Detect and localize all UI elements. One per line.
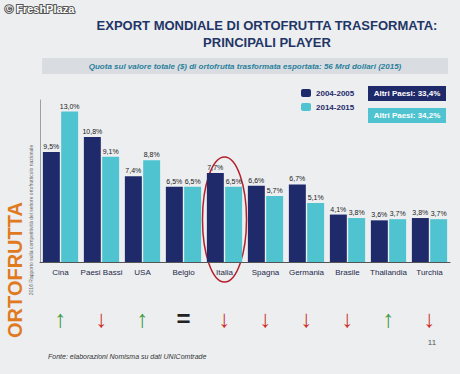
svg-text:Altri Paesi: 33,4%: Altri Paesi: 33,4% [374,89,441,98]
svg-text:2014-2015: 2014-2015 [316,103,355,112]
svg-text:4,1%: 4,1% [330,206,346,213]
svg-text:↑: ↑ [55,305,67,332]
svg-text:Spagna: Spagna [252,268,280,277]
svg-text:10,8%: 10,8% [82,128,102,135]
svg-text:3,6%: 3,6% [371,211,387,218]
svg-text:EXPORT MONDIALE DI ORTOFRUTTA: EXPORT MONDIALE DI ORTOFRUTTA TRASFORMAT… [97,18,438,33]
svg-text:↓: ↓ [301,305,313,332]
svg-text:=: = [176,305,190,332]
svg-text:9,1%: 9,1% [103,148,119,155]
svg-text:Turchia: Turchia [416,268,443,277]
svg-text:Brasile: Brasile [335,268,360,277]
svg-text:5,7%: 5,7% [267,187,283,194]
svg-text:Belgio: Belgio [172,268,195,277]
svg-text:↑: ↑ [137,305,149,332]
svg-text:7,4%: 7,4% [125,167,141,174]
svg-text:↑: ↑ [383,305,395,332]
svg-text:© FreshPlaza: © FreshPlaza [5,3,75,15]
svg-text:2004-2005: 2004-2005 [316,89,355,98]
svg-text:↓: ↓ [96,305,108,332]
svg-text:7,7%: 7,7% [207,164,223,171]
svg-text:Altri Paesi: 34,2%: Altri Paesi: 34,2% [374,111,441,120]
svg-text:3,8%: 3,8% [349,209,365,216]
svg-text:8,8%: 8,8% [144,151,160,158]
svg-text:6,7%: 6,7% [289,175,305,182]
svg-text:Thailandia: Thailandia [370,268,407,277]
svg-text:3,7%: 3,7% [431,210,447,217]
svg-text:6,5%: 6,5% [166,178,182,185]
svg-text:↓: ↓ [260,305,272,332]
svg-text:Germania: Germania [289,268,325,277]
svg-text:13,0%: 13,0% [60,103,80,110]
svg-text:Italia: Italia [216,268,233,277]
svg-text:9,5%: 9,5% [43,143,59,150]
svg-text:6,5%: 6,5% [226,178,242,185]
svg-text:5,1%: 5,1% [308,194,324,201]
svg-text:↓: ↓ [342,305,354,332]
svg-text:6,6%: 6,6% [248,177,264,184]
svg-text:ORTOFRUTTA: ORTOFRUTTA [4,202,26,338]
svg-text:11: 11 [428,338,437,347]
svg-text:6,5%: 6,5% [185,178,201,185]
svg-text:Fonte: elaborazioni Nomisma su: Fonte: elaborazioni Nomisma su dati UNIC… [48,353,206,360]
svg-text:3,8%: 3,8% [412,209,428,216]
svg-text:Quota sul valore totale ($) di: Quota sul valore totale ($) di ortofrutt… [89,62,402,71]
svg-text:Paesi Bassi: Paesi Bassi [81,268,123,277]
svg-text:↓: ↓ [219,305,231,332]
svg-text:USA: USA [134,268,151,277]
svg-text:Cina: Cina [52,268,69,277]
svg-text:3,7%: 3,7% [390,210,406,217]
svg-text:PRINCIPALI PLAYER: PRINCIPALI PLAYER [203,35,331,50]
svg-text:↓: ↓ [424,305,436,332]
svg-text:2016 Rapporto sulla competitiv: 2016 Rapporto sulla competitività del se… [28,145,34,296]
